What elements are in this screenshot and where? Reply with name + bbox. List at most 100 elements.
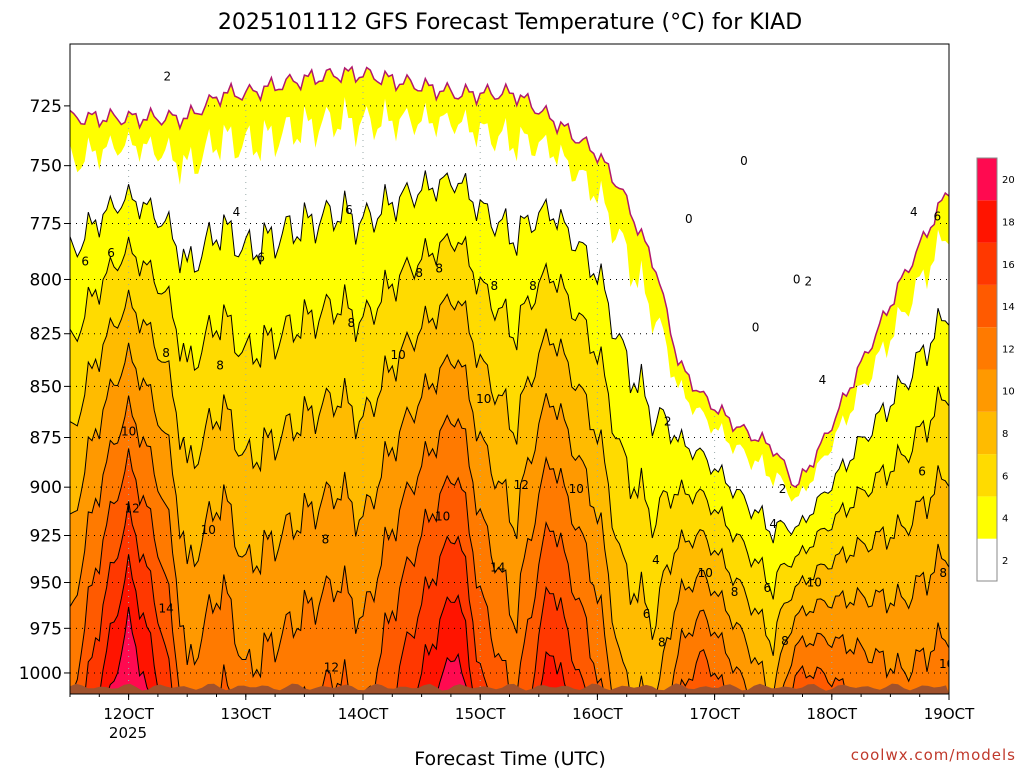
- freezing-contour: [70, 44, 949, 488]
- below-freezing-area: [70, 44, 949, 487]
- contour-label: 6: [643, 607, 651, 621]
- colorbar-swatch: [977, 200, 997, 243]
- contour-label: 10: [435, 509, 450, 523]
- y-tick-label: 850: [30, 377, 62, 397]
- x-axis: 12OCT 13OCT 14OCT 15OCT 16OCT 17OCT 18OCT 19OCT: [69, 694, 975, 723]
- contour-label: 4: [652, 553, 660, 567]
- colorbar-label: 16: [1002, 260, 1015, 271]
- contour-label: 6: [345, 203, 353, 217]
- colorbar-label: 10: [1002, 387, 1015, 398]
- contour-label: 4: [769, 517, 777, 531]
- contour-label: 4: [910, 205, 918, 219]
- contour-label: 8: [162, 346, 170, 360]
- x-tick-label: 19OCT: [924, 705, 975, 723]
- contour-label: 10: [698, 566, 713, 580]
- contour-label: 12: [514, 478, 529, 492]
- contour-label: 12: [124, 502, 139, 516]
- colorbar-frame: [976, 157, 998, 582]
- contour-label: 10: [807, 576, 822, 590]
- colorbar-swatch: [977, 327, 997, 370]
- colorbar-label: 18: [1002, 218, 1015, 229]
- colorbar-swatch: [977, 538, 997, 581]
- contour-label: 0: [685, 212, 693, 226]
- colorbar-swatch: [977, 158, 997, 201]
- x-axis-label: Forecast Time (UTC): [414, 748, 605, 768]
- contour-label: 4: [233, 205, 241, 219]
- contour-label: 0: [793, 272, 801, 286]
- colorbar-swatch: [977, 284, 997, 328]
- contour-label: 6: [918, 464, 926, 478]
- contour-label: 2: [163, 69, 171, 83]
- y-tick-label: 750: [30, 157, 62, 177]
- x-tick-label: 13OCT: [221, 705, 272, 723]
- colorbar-label: 20: [1002, 175, 1015, 186]
- contour-label: 14: [490, 561, 505, 575]
- y-tick-label: 925: [30, 526, 62, 546]
- contour-label: 10: [391, 348, 406, 362]
- contour-label: 6: [81, 255, 89, 269]
- y-tick-label: 875: [30, 428, 62, 448]
- contour-label: 0: [752, 320, 760, 334]
- contour-label: 10: [939, 657, 954, 671]
- x-tick-label: 12OCT: [103, 705, 154, 723]
- contour-label: 2: [779, 482, 787, 496]
- colorbar-label: 4: [1002, 514, 1008, 525]
- contour-label: 8: [347, 316, 355, 330]
- y-tick-label: 900: [30, 478, 62, 498]
- contour-label: 10: [569, 482, 584, 496]
- y-tick-label: 825: [30, 325, 62, 345]
- contour-label: 4: [819, 373, 827, 387]
- contour-label: 8: [322, 532, 330, 546]
- x-tick-label: 15OCT: [455, 705, 506, 723]
- contour-label: 8: [529, 279, 537, 293]
- x-tick-label: 17OCT: [689, 705, 740, 723]
- contour-label: 10: [476, 392, 491, 406]
- y-tick-label: 775: [30, 214, 62, 234]
- y-tick-label: 800: [30, 270, 62, 290]
- contour-label: 12: [324, 661, 339, 675]
- colorbar-label: 2: [1002, 556, 1008, 567]
- contour-label: 6: [933, 210, 941, 224]
- contour-lines: [70, 170, 949, 694]
- contour-label: 6: [107, 246, 115, 260]
- band-10: [70, 342, 949, 694]
- contour-label: 10: [121, 424, 136, 438]
- contour-label: 8: [658, 636, 666, 650]
- band-12: [70, 395, 949, 694]
- y-tick-label: 975: [30, 619, 62, 639]
- colorbar-label: 12: [1002, 344, 1015, 355]
- contour-label: 8: [415, 266, 423, 280]
- isotherm-10: [70, 342, 949, 694]
- colorbar-swatch: [977, 242, 997, 285]
- colorbar-swatch: [977, 369, 997, 412]
- isotherm-14: [70, 448, 861, 694]
- contour-label: 6: [257, 250, 265, 264]
- contour-label: 8: [216, 359, 224, 373]
- colorbar: 2 4 6 8 10 12 14 16 18 20: [976, 157, 1015, 582]
- isotherm-4: [70, 170, 949, 544]
- chart-title: 2025101112 GFS Forecast Temperature (°C)…: [218, 10, 802, 35]
- contour-label: 2: [805, 275, 813, 289]
- colorbar-label: 14: [1002, 302, 1015, 313]
- contour-label: 6: [764, 581, 772, 595]
- y-tick-label: 950: [30, 574, 62, 594]
- contour-label: 8: [435, 261, 443, 275]
- x-tick-label: 14OCT: [338, 705, 389, 723]
- source-credit: coolwx.com/models: [851, 746, 1016, 764]
- isotherm-6: [70, 232, 949, 600]
- band-16: [70, 501, 949, 694]
- ground-terrain: [70, 683, 949, 694]
- contour-label: 8: [490, 279, 498, 293]
- colorbar-swatch: [977, 411, 997, 455]
- colorbar-label: 6: [1002, 471, 1008, 482]
- contour-label: 14: [158, 601, 173, 615]
- contour-label: 10: [201, 523, 216, 537]
- x-tick-label: 16OCT: [572, 705, 623, 723]
- y-tick-label: 725: [30, 97, 62, 117]
- y-axis: 725 750 775 800 825 850 875 900 925 950 975 1000: [19, 97, 70, 684]
- isotherm-12: [70, 395, 949, 694]
- temperature-bands: [70, 97, 949, 694]
